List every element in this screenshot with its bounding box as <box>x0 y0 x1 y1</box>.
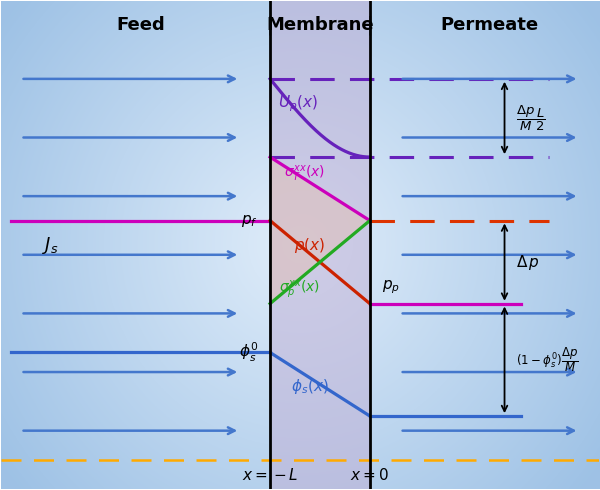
Text: $(1-\phi_s^0)\dfrac{\Delta p}{M}$: $(1-\phi_s^0)\dfrac{\Delta p}{M}$ <box>517 345 579 374</box>
Text: Membrane: Membrane <box>266 16 374 34</box>
Text: $\phi_s(x)$: $\phi_s(x)$ <box>291 377 329 396</box>
Text: |: | <box>367 15 373 35</box>
Text: $x = -L$: $x = -L$ <box>242 467 298 484</box>
Text: $\sigma_p^{xx}(x)$: $\sigma_p^{xx}(x)$ <box>280 278 320 300</box>
Bar <box>270 0 370 490</box>
Text: $\phi_s^0$: $\phi_s^0$ <box>239 341 258 364</box>
Text: |: | <box>267 15 274 35</box>
Text: $\dfrac{\Delta p}{M}\dfrac{L}{2}$: $\dfrac{\Delta p}{M}\dfrac{L}{2}$ <box>517 103 546 132</box>
Text: $p(x)$: $p(x)$ <box>295 236 326 254</box>
Text: $U_p(x)$: $U_p(x)$ <box>278 93 318 114</box>
Text: $x = 0$: $x = 0$ <box>350 467 389 484</box>
Text: $\sigma_T^{xx}(x)$: $\sigma_T^{xx}(x)$ <box>284 164 326 184</box>
Text: $\Delta\,p$: $\Delta\,p$ <box>517 253 541 271</box>
Text: $p_p$: $p_p$ <box>382 279 400 296</box>
Text: $J_s$: $J_s$ <box>42 235 59 255</box>
Text: Permeate: Permeate <box>440 16 539 34</box>
Text: $p_f$: $p_f$ <box>241 213 258 228</box>
Text: Feed: Feed <box>116 16 165 34</box>
